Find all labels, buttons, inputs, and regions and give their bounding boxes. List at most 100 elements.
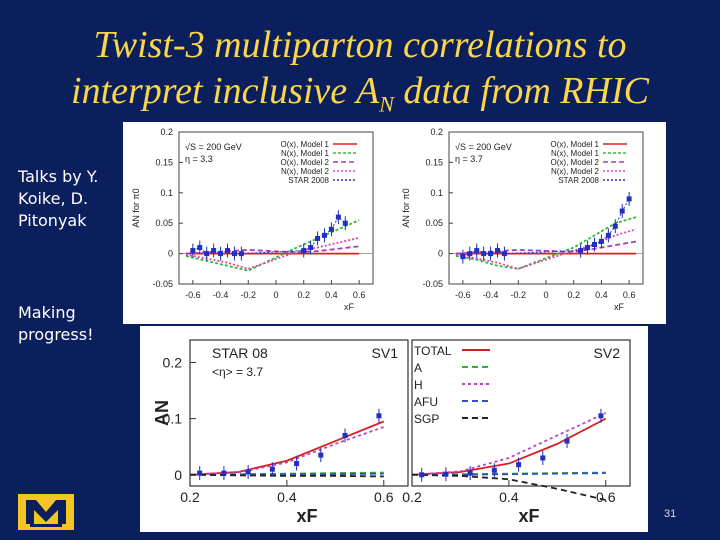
series-4-point — [190, 248, 196, 254]
series-4-line — [189, 473, 384, 478]
series-5-point — [516, 462, 522, 468]
series-5-point — [197, 470, 203, 476]
bottom-figure-panel: 0.2 0.4 0.6 0.2 0.1 0 AN STAR 08 <η> = 3.7 xF SV1 0… — [140, 326, 648, 532]
series-4-point — [605, 232, 611, 238]
series-4-point — [328, 226, 334, 232]
legend-label: A — [414, 361, 422, 375]
y-axis-label: AN — [152, 400, 172, 426]
series-5-point — [419, 472, 425, 478]
series-4-point — [460, 254, 466, 260]
bullet-talks-line2: Koike, D. — [18, 189, 89, 208]
y-tick-label: 0.1 — [160, 188, 173, 198]
series-4-point — [335, 214, 341, 220]
series-4-point — [578, 248, 584, 254]
series-4-point — [204, 251, 210, 257]
x-tick-label: 0 — [273, 290, 278, 300]
x-tick-label: -0.4 — [483, 290, 499, 300]
y-tick-label: 0 — [174, 467, 182, 483]
series-4-point — [467, 251, 473, 257]
series-3-line — [185, 236, 360, 270]
series-5-point — [443, 471, 449, 477]
panel-label: SV1 — [372, 345, 399, 361]
y-tick-label: 0.2 — [160, 127, 173, 137]
series-4-point — [474, 248, 480, 254]
title-line-2-post: data from RHIC — [393, 70, 649, 112]
series-2-line — [455, 240, 637, 255]
annotation-energy: √S = 200 GeV — [185, 142, 242, 152]
series-4-point — [488, 251, 494, 257]
legend-label: STAR 2008 — [558, 176, 599, 185]
x-tick-label: -0.2 — [241, 290, 257, 300]
x-axis-label: xF — [518, 506, 539, 526]
y-tick-label: -0.05 — [422, 279, 443, 289]
series-4-point — [592, 241, 597, 247]
title-line-2: interpret inclusive AN data from RHIC — [0, 68, 720, 128]
top-charts-svg: 0.2 0.15 0.1 0.05 0 -0.05 -0.6 -0.4 -0.2 0 0.2 0.4 0… — [131, 127, 644, 312]
legend-label: N(x), Model 1 — [551, 149, 600, 158]
series-4-point — [225, 248, 230, 254]
x-tick-label: 0.4 — [595, 290, 608, 300]
y-tick-label: 0 — [438, 249, 443, 259]
series-5-point — [467, 470, 473, 476]
legend-label: AFU — [414, 395, 438, 409]
top-figure-panel: 0.2 0.15 0.1 0.05 0 -0.05 -0.6 -0.4 -0.2 0 0.2 0.4 0… — [123, 122, 666, 324]
plot-frame — [411, 339, 631, 487]
series-5-point — [598, 413, 604, 419]
x-tick-label: 0.4 — [499, 489, 519, 505]
legend-label: N(x), Model 2 — [281, 167, 330, 176]
y-tick-label: 0.15 — [425, 157, 443, 167]
x-tick-label: 0.2 — [567, 290, 580, 300]
series-5-point — [318, 452, 324, 458]
legend-label: O(x), Model 1 — [281, 140, 330, 149]
y-tick-label: 0.05 — [425, 218, 443, 228]
series-0-line — [189, 420, 385, 476]
x-tick-label: 0.6 — [623, 290, 636, 300]
legend-label: N(x), Model 1 — [281, 149, 330, 158]
series-4-point — [598, 238, 604, 244]
series-4-point — [612, 223, 618, 229]
legend-label: O(x), Model 2 — [281, 158, 330, 167]
x-axis-label: xF — [296, 506, 317, 526]
university-logo — [16, 492, 76, 532]
series-1-line — [455, 216, 637, 270]
legend-label: O(x), Model 2 — [551, 158, 600, 167]
x-tick-label: 0.6 — [353, 290, 366, 300]
series-2-line — [411, 412, 607, 476]
x-tick-label: 0.2 — [180, 489, 200, 505]
series-5-point — [294, 461, 300, 467]
legend-label: TOTAL — [414, 344, 452, 358]
title-line-1: Twist-3 multiparton correlations to — [93, 24, 627, 66]
title-line-2-sub: N — [379, 91, 394, 117]
x-tick-label: -0.6 — [455, 290, 471, 300]
y-tick-label: 0.1 — [163, 411, 183, 427]
chart-top-left: 0.2 0.15 0.1 0.05 0 -0.05 -0.6 -0.4 -0.2 0 0.2 0.4 0… — [131, 127, 374, 312]
series-5-point — [491, 467, 497, 473]
page-number: 31 — [664, 508, 677, 520]
series-5-point — [564, 438, 570, 444]
series-4-point — [197, 245, 203, 251]
series-4-point — [301, 248, 307, 254]
annotation-eta: η = 3.7 — [455, 154, 483, 164]
series-4-point — [585, 245, 591, 251]
series-3-line — [455, 228, 637, 270]
series-4-point — [315, 235, 321, 241]
series-4-point — [626, 196, 632, 202]
series-4-point — [619, 208, 625, 214]
x-tick-label: 0.6 — [596, 489, 616, 505]
x-tick-label: 0.4 — [325, 290, 338, 300]
y-axis-label: AN for π0 — [401, 188, 411, 227]
legend-label: H — [414, 378, 423, 392]
series-4-point — [501, 251, 507, 257]
series-5-point — [540, 455, 546, 461]
annotation-eta: <η> = 3.7 — [212, 365, 263, 379]
y-tick-label: -0.05 — [152, 279, 173, 289]
y-tick-label: 0.1 — [430, 188, 443, 198]
legend-label: SGP — [414, 412, 439, 426]
block-m-icon — [26, 500, 66, 527]
annotation-energy: √S = 200 GeV — [455, 142, 512, 152]
series-4-point — [238, 251, 244, 257]
series-4-point — [495, 248, 500, 254]
series-5-point — [376, 413, 382, 419]
y-tick-label: 0.2 — [163, 354, 183, 370]
